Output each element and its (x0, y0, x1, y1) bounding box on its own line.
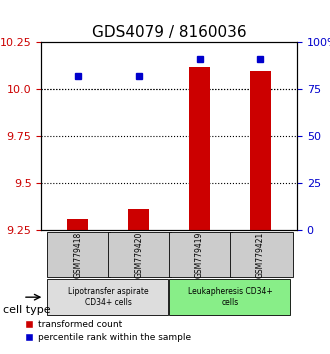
FancyBboxPatch shape (230, 233, 293, 277)
Bar (189, 67, 210, 230)
Legend: transformed count, percentile rank within the sample: transformed count, percentile rank withi… (21, 316, 195, 346)
Text: GSM779419: GSM779419 (195, 232, 204, 278)
Text: GSM779418: GSM779418 (73, 232, 82, 278)
Text: Lipotransfer aspirate
CD34+ cells: Lipotransfer aspirate CD34+ cells (68, 287, 148, 307)
FancyBboxPatch shape (108, 233, 171, 277)
Title: GDS4079 / 8160036: GDS4079 / 8160036 (92, 25, 247, 40)
Text: GSM779421: GSM779421 (256, 232, 265, 278)
Text: cell type: cell type (3, 305, 51, 315)
FancyBboxPatch shape (169, 279, 290, 315)
Bar (128, 209, 149, 230)
Text: GSM779420: GSM779420 (134, 232, 143, 278)
FancyBboxPatch shape (47, 279, 168, 315)
Bar (250, 70, 271, 230)
Text: Leukapheresis CD34+
cells: Leukapheresis CD34+ cells (188, 287, 272, 307)
Bar (67, 219, 88, 230)
FancyBboxPatch shape (47, 233, 110, 277)
FancyBboxPatch shape (169, 233, 232, 277)
